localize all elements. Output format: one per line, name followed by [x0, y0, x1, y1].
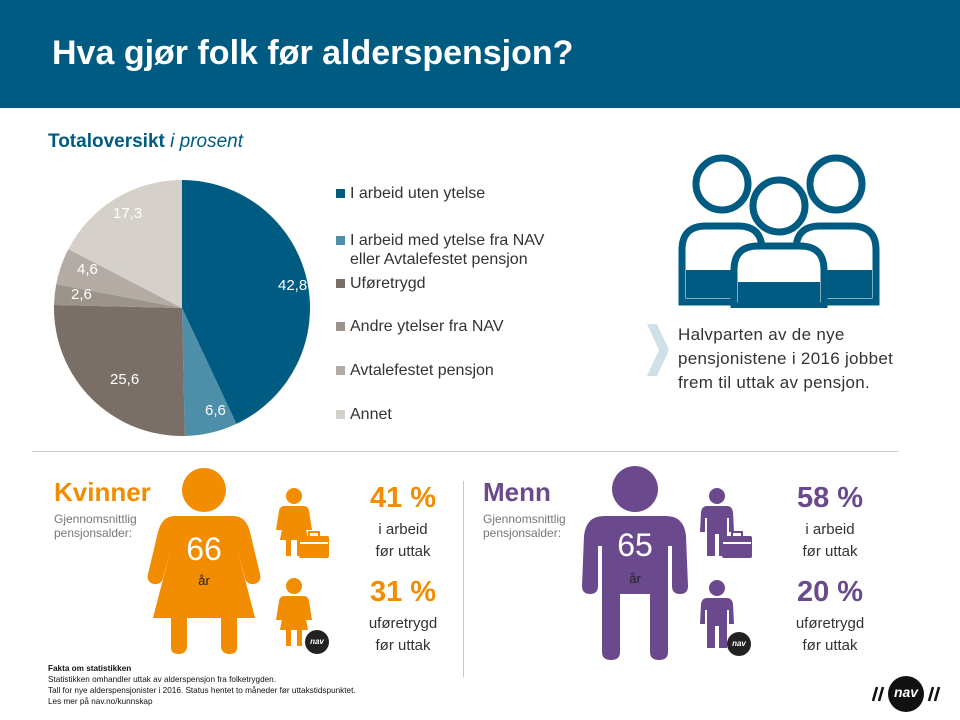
women-work-line2: før uttak	[375, 543, 431, 560]
men-work-line2: før uttak	[802, 543, 858, 560]
page-title: Hva gjør folk før alderspensjon?	[52, 34, 574, 72]
pie-label-6: 17,3	[113, 205, 142, 222]
pie-slice-5	[56, 249, 183, 308]
chart-heading-italic: i prosent	[170, 131, 244, 152]
nav-logo: nav	[870, 675, 942, 713]
nav-logo-mark	[871, 676, 941, 712]
chart-heading: Totaloversikt i prosent	[48, 131, 243, 153]
facts-box: Fakta om statistikken Statistikken omhan…	[48, 663, 548, 707]
vertical-divider	[463, 481, 464, 677]
pie-slice-4	[54, 284, 182, 308]
pie-label-4: 2,6	[71, 286, 92, 303]
man-briefcase-icon	[700, 488, 752, 558]
men-title: Menn	[483, 477, 551, 507]
people-group-icon	[678, 154, 880, 308]
callout-text: Halvparten av de nye pensjonistene i 201…	[678, 325, 894, 392]
nav-logo-text: nav	[893, 684, 919, 700]
legend-label: I arbeid uten ytelse	[350, 185, 486, 202]
women-disability-line1: uføretrygd	[368, 615, 438, 632]
women-disability-percent: 31 %	[369, 576, 437, 608]
woman-figure-icon	[147, 468, 261, 654]
legend-swatch	[336, 322, 345, 331]
legend-swatch	[336, 366, 345, 375]
man-figure-icon	[582, 466, 688, 660]
pie-chart: 42,8 6,6 25,6 2,6 4,6 17,3	[53, 180, 310, 436]
women-work-percent: 41 %	[369, 482, 437, 514]
man-disability-icon	[700, 580, 734, 648]
legend-label: Andre ytelser fra NAV	[350, 318, 504, 335]
men-disability-percent: 20 %	[796, 576, 864, 608]
legend-label: I arbeid med ytelse fra NAV eller Avtalef…	[350, 232, 545, 268]
header-bar	[0, 0, 960, 108]
men-age-number: 65	[617, 527, 653, 563]
men-age-unit: år	[629, 571, 641, 586]
facts-title: Fakta om statistikken	[48, 664, 132, 673]
men-disability-line1: uføretrygd	[795, 615, 865, 632]
women-age-number: 66	[186, 531, 222, 567]
pie-label-2: 6,6	[205, 402, 226, 419]
pie-slice-6	[68, 180, 182, 308]
facts-line: Statistikken omhandler uttak av alderspe…	[48, 675, 277, 684]
legend-label: Uføretrygd	[350, 275, 426, 292]
pie-label-1: 42,8	[278, 277, 307, 294]
women-age-unit: år	[198, 573, 210, 588]
legend-swatch	[336, 410, 345, 419]
men-nav-badge: nav	[727, 632, 751, 656]
legend-swatch	[336, 189, 345, 198]
women-nav-badge: nav	[305, 630, 329, 654]
women-title: Kvinner	[54, 477, 151, 507]
pie-label-3: 25,6	[110, 371, 139, 388]
facts-link: Les mer på nav.no/kunnskap	[48, 697, 153, 706]
pie-label-5: 4,6	[77, 261, 98, 278]
woman-disability-icon	[276, 578, 312, 646]
women-age-label-1: Gjennomsnittlig	[54, 512, 137, 526]
horizontal-divider	[32, 451, 898, 452]
chevron-right-icon	[647, 324, 669, 376]
women-age-label-2: pensjonsalder:	[54, 526, 133, 540]
men-work-percent: 58 %	[796, 482, 864, 514]
legend-swatch	[336, 279, 345, 288]
men-work-line1: i arbeid	[805, 521, 855, 538]
pie-slice-1	[182, 180, 310, 424]
legend-label: Avtalefestet pensjon	[350, 362, 494, 379]
men-age-label-1: Gjennomsnittlig	[483, 512, 566, 526]
men-disability-line2: før uttak	[802, 637, 858, 654]
woman-briefcase-icon	[276, 488, 329, 558]
men-age-label-2: pensjonsalder:	[483, 526, 562, 540]
facts-line: Tall for nye alderspensjonister i 2016. …	[48, 686, 356, 695]
pie-slice-3	[53, 304, 185, 436]
women-disability-line2: før uttak	[375, 637, 431, 654]
women-work-line1: i arbeid	[378, 521, 428, 538]
legend-label: Annet	[350, 406, 392, 423]
pie-slice-2	[182, 308, 237, 436]
legend-swatch	[336, 236, 345, 245]
chart-heading-bold: Totaloversikt	[48, 131, 165, 152]
